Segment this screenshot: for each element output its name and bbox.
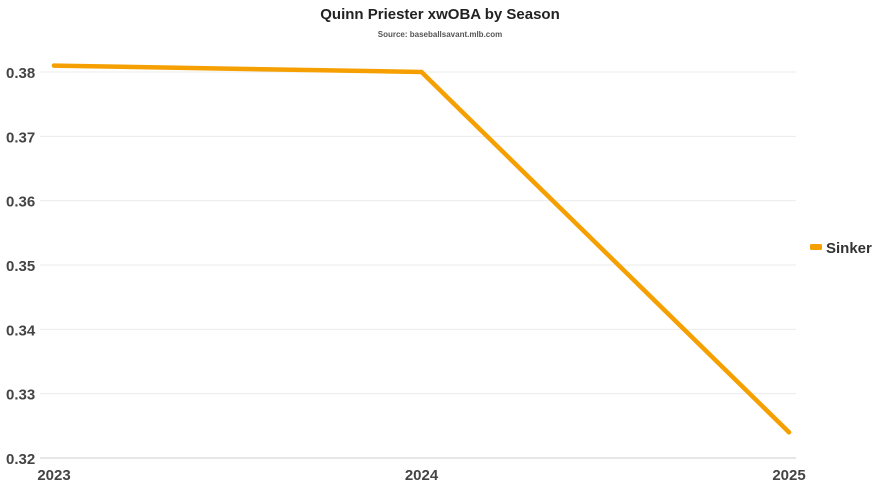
- legend-swatch: [810, 244, 822, 250]
- data-point: [419, 69, 424, 75]
- x-tick-label: 2024: [405, 467, 439, 484]
- data-point: [51, 63, 57, 68]
- y-tick-label: 0.33: [6, 387, 35, 404]
- y-tick-label: 0.36: [6, 194, 35, 211]
- y-tick-label: 0.35: [6, 258, 35, 275]
- x-tick-label: 2025: [772, 467, 805, 484]
- y-tick-label: 0.34: [6, 322, 36, 339]
- y-tick-label: 0.37: [6, 129, 35, 146]
- series-line: [51, 63, 792, 435]
- data-point: [786, 430, 792, 435]
- y-tick-label: 0.38: [6, 65, 35, 82]
- y-tick-label: 0.32: [6, 451, 35, 468]
- chart-subtitle: Source: baseballsavant.mlb.com: [377, 30, 503, 39]
- legend-label: Sinker: [826, 240, 872, 257]
- chart-title: Quinn Priester xwOBA by Season: [320, 6, 560, 23]
- x-tick-label: 2023: [37, 467, 70, 484]
